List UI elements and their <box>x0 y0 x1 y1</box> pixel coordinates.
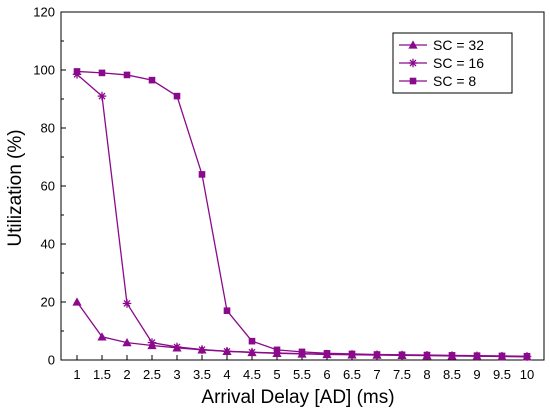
y-tick-label: 0 <box>48 353 55 368</box>
x-tick-label: 5 <box>273 367 280 382</box>
x-tick-label: 4.5 <box>243 367 261 382</box>
y-tick-label: 20 <box>41 295 55 310</box>
data-point <box>198 171 206 178</box>
data-point <box>323 350 331 357</box>
y-tick-label: 40 <box>41 237 55 252</box>
data-point <box>473 352 481 359</box>
data-point <box>73 68 81 75</box>
x-tick-label: 5.5 <box>293 367 311 382</box>
x-tick-label: 7 <box>373 367 380 382</box>
data-point <box>423 351 431 359</box>
series-line <box>76 70 528 357</box>
y-axis-title: Utilization (%) <box>5 129 26 246</box>
legend: SC = 32 SC = 16 SC = 8 <box>392 32 513 94</box>
data-point <box>298 348 306 356</box>
legend-marker <box>409 77 417 85</box>
x-tick-label: 8 <box>423 367 430 382</box>
data-point <box>98 69 106 77</box>
x-tick-label: 1.5 <box>93 367 111 382</box>
data-point <box>173 92 181 100</box>
data-point <box>222 347 232 356</box>
y-tick-label: 80 <box>41 121 55 136</box>
x-tick-label: 9 <box>473 367 480 382</box>
x-tick-label: 2.5 <box>143 367 161 382</box>
data-point <box>122 338 132 347</box>
y-tick-label: 60 <box>41 179 55 194</box>
series-layer <box>72 68 532 361</box>
data-point <box>373 351 381 358</box>
data-point <box>247 347 257 357</box>
legend-item: SC = 32 <box>399 37 484 53</box>
x-axis-title: Arrival Delay [AD] (ms) <box>201 387 394 408</box>
x-tick-label: 9.5 <box>493 367 511 382</box>
data-point <box>248 337 256 345</box>
data-point <box>348 350 356 358</box>
data-point <box>72 297 82 306</box>
y-tick-label: 120 <box>33 5 55 20</box>
data-point <box>147 338 157 347</box>
x-tick-label: 6 <box>323 367 330 382</box>
data-point <box>122 299 132 308</box>
x-tick-label: 1 <box>73 367 80 382</box>
data-point <box>97 91 107 101</box>
series-line <box>76 73 528 358</box>
data-point <box>498 352 506 360</box>
y-tick-label: 100 <box>33 63 55 78</box>
x-tick-label: 2 <box>123 367 130 382</box>
x-tick-label: 3.5 <box>193 367 211 382</box>
x-tick-label: 7.5 <box>393 367 411 382</box>
data-point <box>97 332 107 341</box>
data-point <box>197 345 207 354</box>
plot-area: 0 20 40 60 80 100 120 1 1.5 2 2.5 3 3.5 4 4.5 5 5.5 6 6.5 7… <box>33 5 545 382</box>
legend-label: SC = 16 <box>433 55 484 71</box>
legend-marker <box>408 40 418 49</box>
x-tick-label: 10 <box>520 367 534 382</box>
legend-item: SC = 8 <box>399 73 476 89</box>
data-point <box>398 351 406 359</box>
series-sc-8 <box>73 68 531 360</box>
data-point <box>223 307 231 314</box>
data-point <box>123 71 131 79</box>
data-point <box>172 342 182 352</box>
data-point <box>448 352 456 359</box>
legend-label: SC = 32 <box>433 37 484 53</box>
x-tick-label: 8.5 <box>443 367 461 382</box>
data-point <box>148 76 156 84</box>
data-point <box>523 352 531 360</box>
legend-marker <box>408 58 418 68</box>
legend-item: SC = 16 <box>399 55 484 71</box>
data-point <box>273 346 281 354</box>
series-sc-16 <box>72 70 532 361</box>
x-tick-label: 3 <box>173 367 180 382</box>
legend-label: SC = 8 <box>433 73 476 89</box>
x-tick-label: 4 <box>223 367 230 382</box>
x-tick-label: 6.5 <box>343 367 361 382</box>
